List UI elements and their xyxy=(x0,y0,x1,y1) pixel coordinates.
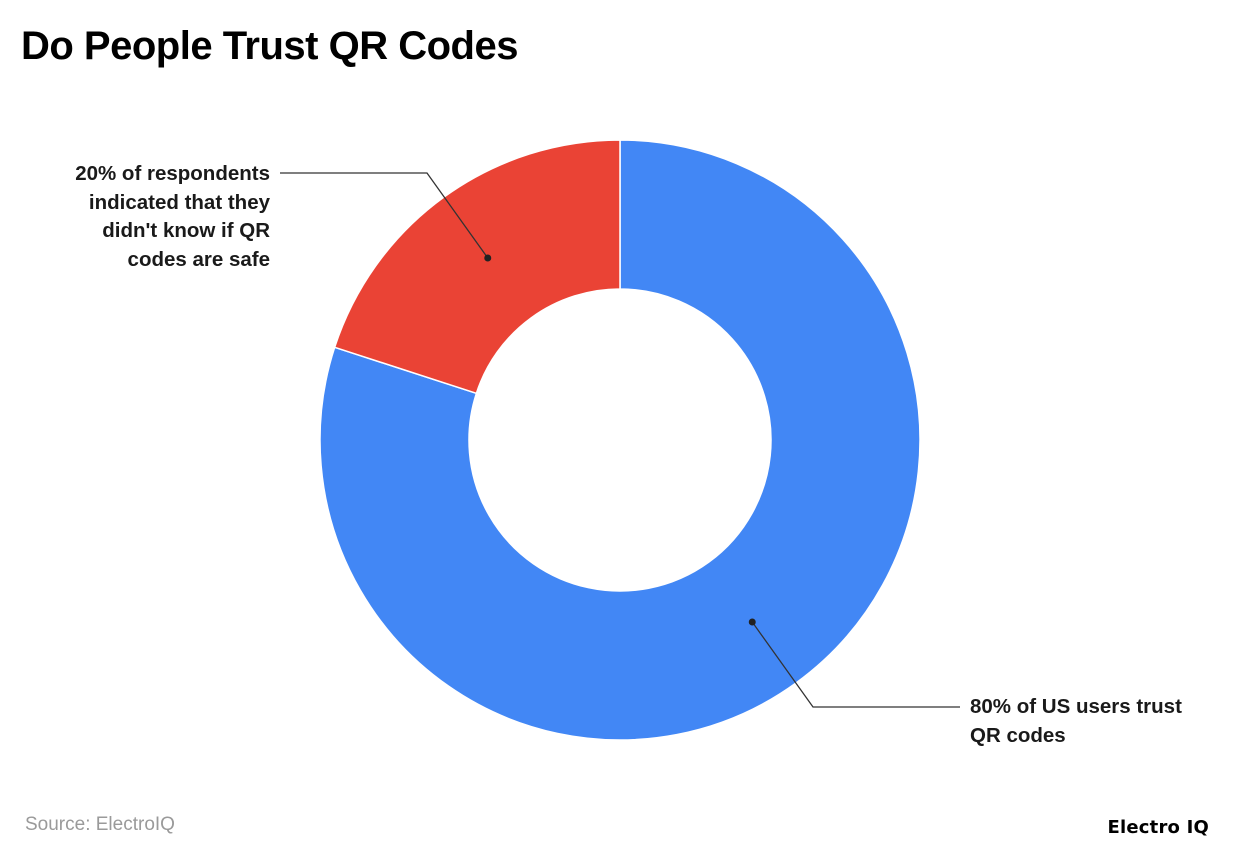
donut-slice-trust xyxy=(319,139,921,741)
leader-trust-dot xyxy=(748,618,756,626)
slice-label-unsure: 20% of respondents indicated that they d… xyxy=(30,160,270,274)
slice-label-unsure-line-4: codes are safe xyxy=(127,247,270,271)
slice-label-trust: 80% of US users trust QR codes xyxy=(970,693,1220,750)
leader-unsure-dot xyxy=(484,254,492,262)
slice-label-unsure-line-3: didn't know if QR xyxy=(102,219,270,242)
leader-trust-line xyxy=(751,621,960,708)
slice-label-unsure-line-2: indicated that they xyxy=(88,190,270,214)
slice-label-trust-line-2: QR codes xyxy=(970,723,1066,747)
slice-label-trust-line-1: 80% of US users trust xyxy=(970,695,1182,718)
brand-logo: Electro IQ xyxy=(1107,817,1209,838)
chart-title: Do People Trust QR Codes xyxy=(21,24,518,68)
source-note: Source: ElectroIQ xyxy=(25,814,175,835)
slice-label-unsure-line-1: 20% of respondents xyxy=(75,162,270,185)
leader-unsure-line xyxy=(280,172,489,259)
donut-slice-unsure xyxy=(333,139,621,395)
